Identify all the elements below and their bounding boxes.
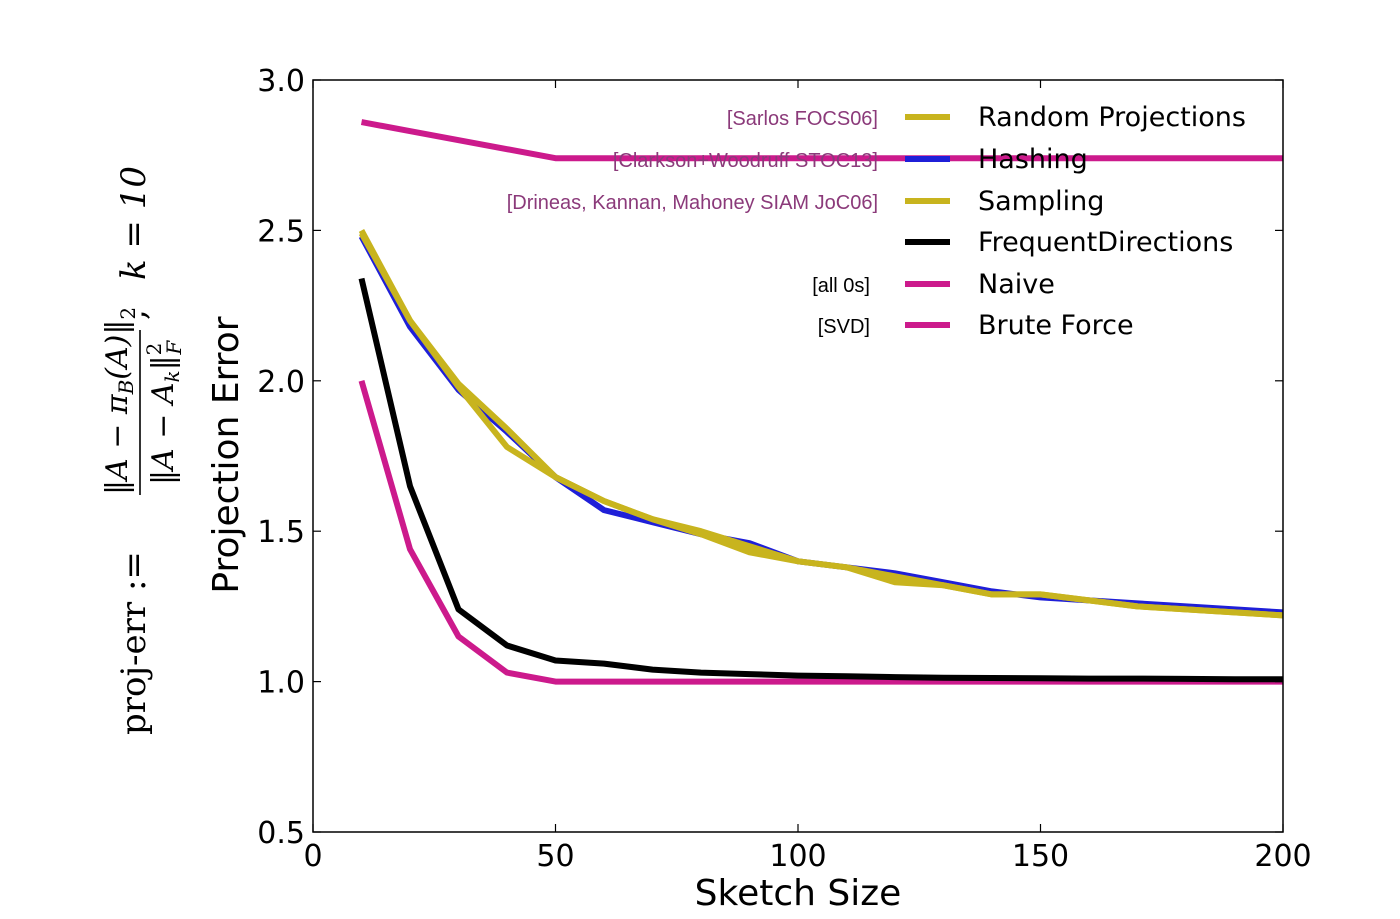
y-tick-label: 1.5 bbox=[257, 515, 305, 550]
series-line-naive bbox=[360, 119, 1283, 162]
plot-lines bbox=[358, 119, 1283, 685]
formula-numerator: ‖A − π bbox=[100, 393, 135, 495]
legend-label: Random Projections bbox=[978, 102, 1246, 133]
series-line-random-projections bbox=[358, 228, 1283, 619]
x-tick-label: 200 bbox=[1254, 839, 1311, 874]
legend-label: Hashing bbox=[978, 144, 1088, 175]
y-tick-label: 2.5 bbox=[257, 214, 305, 249]
x-axis-title: Sketch Size bbox=[695, 873, 902, 914]
series-line-frequentdirections bbox=[358, 277, 1283, 683]
y-tick-label: 2.0 bbox=[257, 365, 305, 400]
formula-separator: , bbox=[114, 309, 154, 320]
series-line-brute-force bbox=[358, 379, 1283, 685]
x-tick-label: 150 bbox=[1012, 839, 1069, 874]
legend-label: Sampling bbox=[978, 186, 1104, 217]
side-formula: proj-err := ‖A − πB(A)‖2 ‖A − Ak‖2F , k … bbox=[100, 166, 186, 735]
formula-numerator-sub: B bbox=[114, 380, 138, 396]
y-tick-label: 0.5 bbox=[257, 816, 305, 851]
legend-citation: [Sarlos FOCS06] bbox=[727, 108, 878, 130]
svg-text:‖A − πB(A)‖2: ‖A − πB(A)‖2 bbox=[100, 307, 140, 495]
formula-numerator-tail: (A)‖ bbox=[100, 320, 135, 380]
legend-label: Brute Force bbox=[978, 310, 1134, 341]
formula-denominator-norm: F bbox=[162, 340, 186, 356]
legend-label: FrequentDirections bbox=[978, 227, 1233, 258]
x-tick-label: 0 bbox=[303, 839, 322, 874]
formula-denominator-tail: ‖ bbox=[146, 355, 181, 370]
formula-denominator-sub: k bbox=[160, 370, 184, 382]
x-tick-label: 50 bbox=[536, 839, 574, 874]
legend-citation: [Drineas, Kannan, Mahoney SIAM JoC06] bbox=[507, 192, 878, 214]
y-tick-label: 1.0 bbox=[257, 666, 305, 701]
legend: Random Projections [Sarlos FOCS06] Hashing… bbox=[507, 102, 1246, 341]
formula-denominator-sup: 2 bbox=[142, 343, 166, 356]
y-tick-label: 3.0 bbox=[257, 64, 305, 99]
formula-rhs: k = 10 bbox=[114, 166, 154, 280]
ticks: 0 50 100 150 200 0.5 1.0 1.5 2.0 2.5 3.0 bbox=[257, 64, 1311, 874]
legend-citation: [all 0s] bbox=[812, 275, 870, 297]
formula-denominator: ‖A − A bbox=[146, 382, 181, 485]
svg-text:‖A − Ak‖2F: ‖A − Ak‖2F bbox=[142, 340, 186, 485]
legend-citation: [Clarkson+Woodruff STOC13] bbox=[613, 150, 878, 172]
formula-numerator-norm: 2 bbox=[116, 307, 140, 320]
formula-fraction: ‖A − πB(A)‖2 ‖A − Ak‖2F bbox=[100, 307, 186, 495]
legend-label: Naive bbox=[978, 269, 1055, 300]
y-axis-title: Projection Error bbox=[206, 316, 247, 593]
legend-citation: [SVD] bbox=[818, 316, 870, 338]
x-tick-label: 100 bbox=[769, 839, 826, 874]
formula-lhs: proj-err := bbox=[114, 551, 154, 735]
